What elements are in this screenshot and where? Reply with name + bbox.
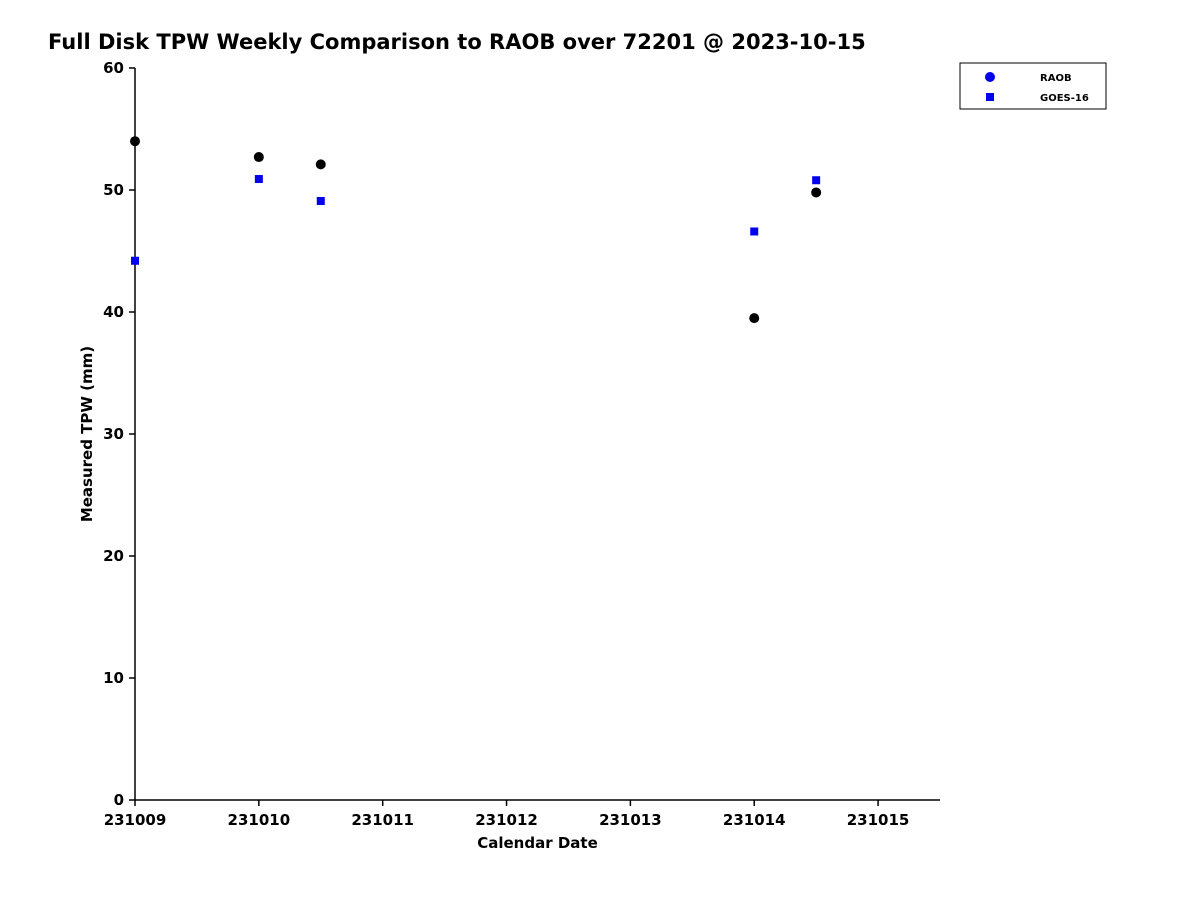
legend-marker-goes-16 (986, 93, 994, 101)
legend-label-goes-16: GOES-16 (1040, 93, 1089, 104)
y-tick-label: 0 (114, 791, 124, 809)
y-tick-label: 40 (103, 303, 124, 321)
data-point-raob (315, 159, 326, 170)
y-tick-label: 20 (103, 547, 124, 565)
x-tick-label: 231012 (475, 811, 538, 829)
data-point-goes-16 (750, 227, 759, 236)
data-point-raob (130, 136, 140, 147)
x-tick-label: 231009 (104, 811, 167, 829)
x-tick-label: 231014 (723, 811, 786, 829)
x-tick-label: 231013 (599, 811, 662, 829)
y-tick-label: 10 (103, 669, 124, 687)
data-point-goes-16 (812, 176, 821, 185)
x-axis-label: Calendar Date (477, 834, 598, 852)
data-point-raob (811, 187, 822, 198)
data-point-goes-16 (131, 256, 139, 265)
y-tick-label: 50 (103, 181, 124, 199)
x-tick-label: 231011 (351, 811, 414, 829)
y-tick-label: 60 (103, 59, 124, 77)
legend-marker-raob (985, 72, 995, 82)
data-point-raob (253, 152, 264, 163)
y-axis-label: Measured TPW (mm) (78, 346, 96, 522)
chart-title: Full Disk TPW Weekly Comparison to RAOB … (48, 30, 866, 54)
data-point-goes-16 (254, 175, 263, 184)
x-tick-label: 231015 (847, 811, 910, 829)
x-tick-label: 231010 (228, 811, 291, 829)
legend-box (959, 62, 1107, 110)
data-point-goes-16 (316, 196, 325, 205)
y-tick-label: 30 (103, 425, 124, 443)
legend-label-raob: RAOB (1040, 73, 1072, 84)
data-point-raob (749, 313, 760, 324)
